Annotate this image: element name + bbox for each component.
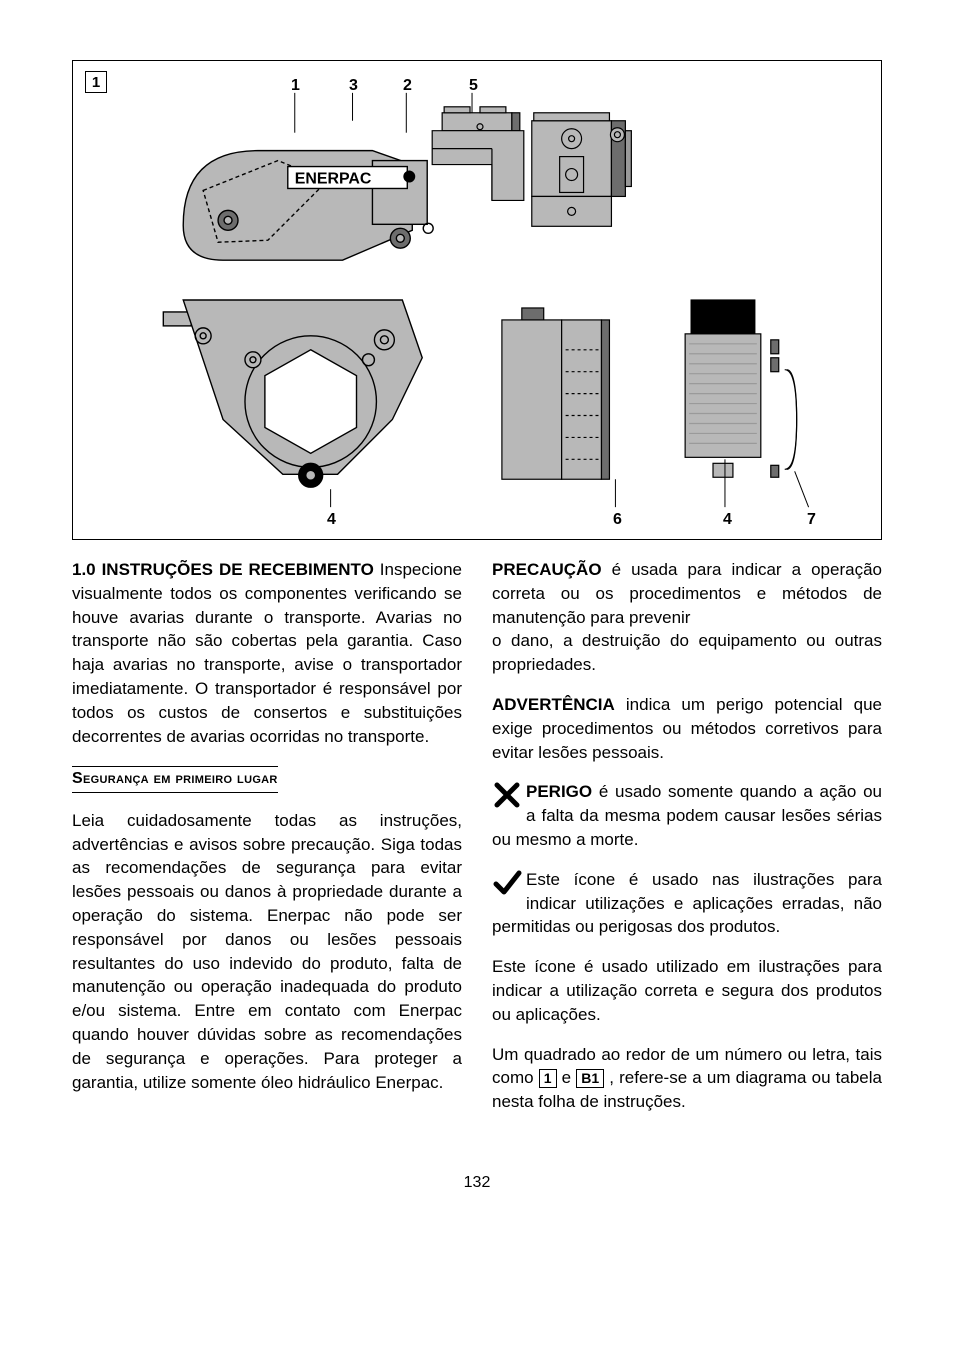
left-column: 1.0 INSTRUÇÕES DE RECEBIMENTO Inspecione… bbox=[72, 558, 462, 1130]
perigo-label: PERIGO bbox=[526, 782, 592, 801]
diagram-svg: ENERPAC bbox=[73, 61, 881, 539]
section-heading: 1.0 INSTRUÇÕES DE RECEBIMENTO bbox=[72, 560, 374, 579]
x-icon bbox=[492, 780, 522, 817]
advert-label: ADVERTÊNCIA bbox=[492, 695, 615, 714]
icon-usage-text: Este ícone é usado utilizado em ilustraç… bbox=[492, 955, 882, 1026]
boxref-mid: e bbox=[562, 1068, 577, 1087]
figure-box: 1 1 3 2 5 4 6 4 7 bbox=[72, 60, 882, 540]
para-receiving: Inspecione visualmente todos os componen… bbox=[72, 560, 462, 746]
precaucao-label: PRECAUÇÃO bbox=[492, 560, 602, 579]
box-ref-2: B1 bbox=[576, 1069, 604, 1088]
box-ref-1: 1 bbox=[539, 1069, 557, 1088]
right-column: PRECAUÇÃO é usada para indicar a operaçã… bbox=[492, 558, 882, 1130]
precaucao-line2: o dano, a destruição do equipamento ou o… bbox=[492, 629, 882, 677]
safety-subheading: Segurança em primeiro lugar bbox=[72, 766, 278, 792]
para-safety: Leia cuidadosamente todas as instruções,… bbox=[72, 809, 462, 1095]
check-icon bbox=[492, 868, 522, 905]
check-text: Este ícone é usado nas ilustrações para … bbox=[492, 870, 882, 937]
brand-text: ENERPAC bbox=[295, 170, 372, 187]
page-number: 132 bbox=[72, 1172, 882, 1194]
body-columns: 1.0 INSTRUÇÕES DE RECEBIMENTO Inspecione… bbox=[72, 558, 882, 1130]
